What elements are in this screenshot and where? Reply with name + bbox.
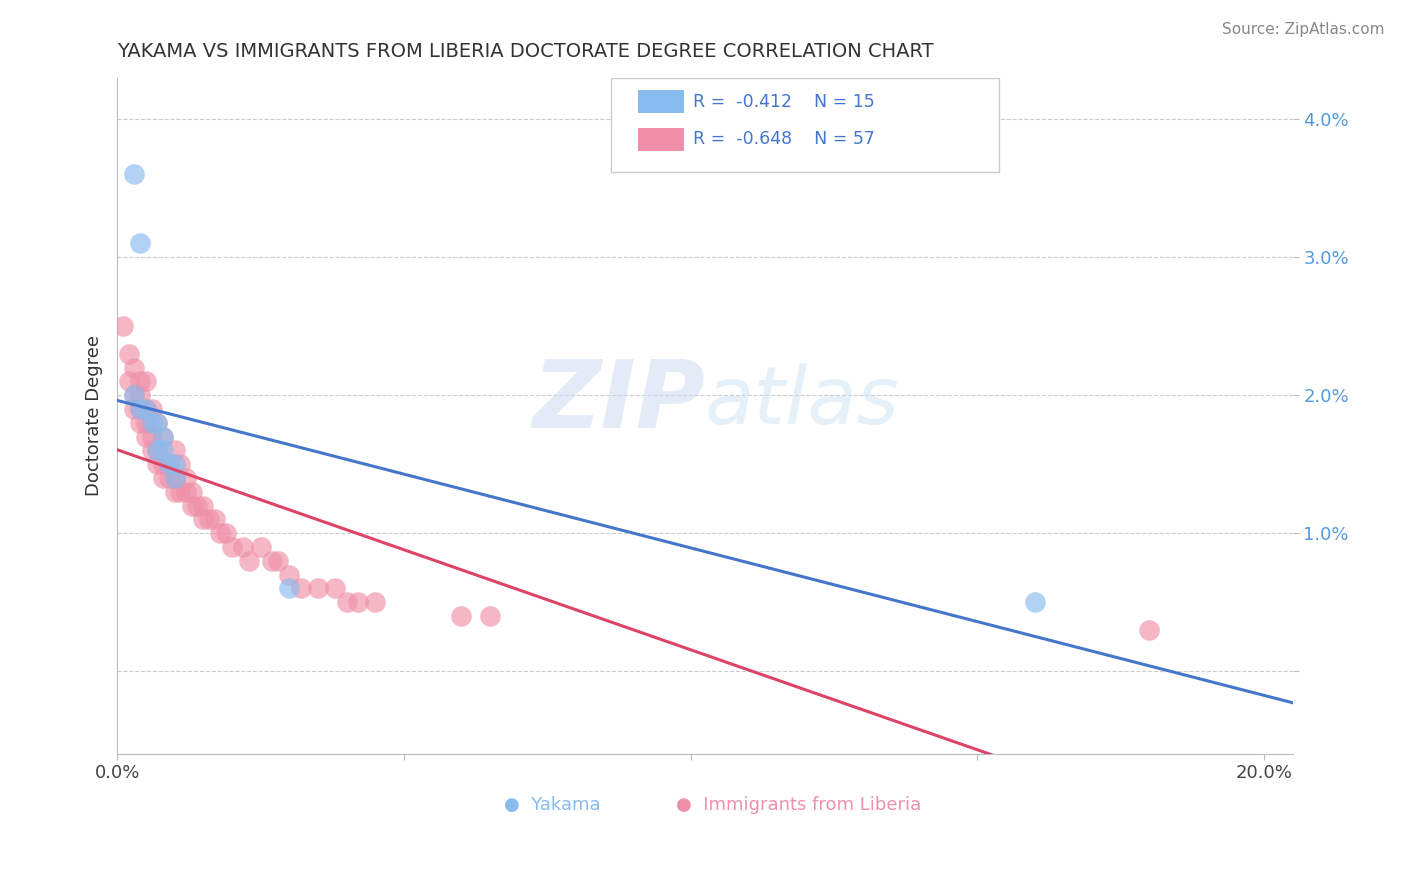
Point	[152, 457, 174, 471]
Point	[163, 471, 186, 485]
Point	[193, 512, 215, 526]
Point	[180, 499, 202, 513]
FancyBboxPatch shape	[638, 90, 683, 113]
Text: YAKAMA VS IMMIGRANTS FROM LIBERIA DOCTORATE DEGREE CORRELATION CHART: YAKAMA VS IMMIGRANTS FROM LIBERIA DOCTOR…	[117, 42, 934, 61]
Point	[1024, 595, 1046, 609]
Text: ●  Immigrants from Liberia: ● Immigrants from Liberia	[676, 796, 922, 814]
Y-axis label: Doctorate Degree: Doctorate Degree	[86, 335, 103, 496]
Point	[141, 401, 163, 416]
Point	[278, 567, 301, 582]
Point	[215, 526, 238, 541]
Point	[124, 167, 146, 181]
Text: R =  -0.648    N = 57: R = -0.648 N = 57	[693, 130, 875, 148]
Point	[1139, 623, 1161, 637]
Point	[141, 443, 163, 458]
Point	[135, 401, 157, 416]
Point	[174, 484, 197, 499]
Point	[118, 374, 141, 388]
Point	[135, 429, 157, 443]
Point	[146, 416, 169, 430]
Point	[364, 595, 387, 609]
Point	[129, 236, 152, 251]
Point	[146, 457, 169, 471]
Point	[335, 595, 357, 609]
Point	[157, 457, 180, 471]
Point	[163, 457, 186, 471]
Point	[204, 512, 226, 526]
Point	[124, 360, 146, 375]
Point	[129, 401, 152, 416]
Point	[267, 554, 290, 568]
Point	[249, 540, 271, 554]
Point	[180, 484, 202, 499]
Point	[260, 554, 283, 568]
Point	[157, 471, 180, 485]
Text: atlas: atlas	[704, 363, 900, 442]
Text: R =  -0.412    N = 15: R = -0.412 N = 15	[693, 93, 875, 111]
Point	[174, 471, 197, 485]
Point	[146, 443, 169, 458]
Point	[111, 319, 134, 334]
Point	[232, 540, 254, 554]
Point	[169, 457, 191, 471]
Point	[152, 429, 174, 443]
Point	[129, 401, 152, 416]
FancyBboxPatch shape	[612, 78, 998, 172]
Point	[146, 416, 169, 430]
Point	[124, 388, 146, 402]
Point	[152, 471, 174, 485]
Point	[193, 499, 215, 513]
Point	[141, 429, 163, 443]
Point	[124, 388, 146, 402]
Point	[124, 401, 146, 416]
Text: ●  Yakama: ● Yakama	[503, 796, 600, 814]
Point	[478, 609, 501, 624]
Point	[163, 471, 186, 485]
Point	[307, 582, 329, 596]
Point	[198, 512, 221, 526]
Point	[169, 484, 191, 499]
Point	[135, 374, 157, 388]
Point	[129, 416, 152, 430]
Point	[278, 582, 301, 596]
Point	[347, 595, 370, 609]
Point	[135, 401, 157, 416]
Point	[135, 416, 157, 430]
Point	[129, 388, 152, 402]
Point	[152, 429, 174, 443]
Point	[118, 347, 141, 361]
Point	[290, 582, 312, 596]
Point	[450, 609, 472, 624]
Point	[209, 526, 232, 541]
Text: Source: ZipAtlas.com: Source: ZipAtlas.com	[1222, 22, 1385, 37]
Point	[323, 582, 346, 596]
FancyBboxPatch shape	[638, 128, 683, 151]
Point	[157, 457, 180, 471]
Point	[129, 374, 152, 388]
Point	[186, 499, 208, 513]
Point	[163, 484, 186, 499]
Point	[163, 443, 186, 458]
Text: ZIP: ZIP	[531, 356, 704, 449]
Point	[238, 554, 260, 568]
Point	[141, 416, 163, 430]
Point	[152, 443, 174, 458]
Point	[146, 443, 169, 458]
Point	[221, 540, 243, 554]
